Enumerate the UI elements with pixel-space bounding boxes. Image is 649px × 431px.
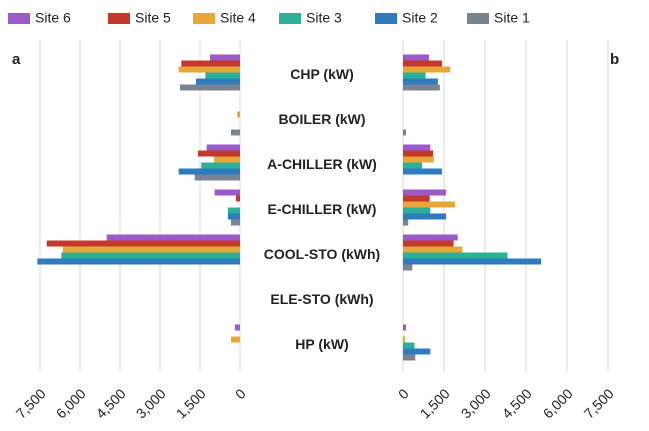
- category-label: COOL-STO (kWh): [264, 246, 380, 262]
- bar: [205, 72, 240, 79]
- bar: [228, 207, 240, 214]
- bar: [403, 162, 423, 169]
- bar: [62, 246, 240, 253]
- bar: [403, 84, 440, 91]
- bar: [214, 189, 240, 196]
- x-tick-label: 0: [395, 385, 412, 402]
- bar: [403, 207, 431, 214]
- bar: [106, 234, 241, 241]
- category-label: ELE-STO (kWh): [270, 291, 373, 307]
- x-tick-label: 7,500: [13, 385, 49, 421]
- bar: [403, 342, 415, 349]
- x-tick-label: 3,000: [133, 385, 169, 421]
- legend-label: Site 5: [135, 10, 171, 26]
- bar: [403, 60, 442, 67]
- bar: [178, 66, 240, 73]
- bar: [178, 168, 240, 175]
- legend-label: Site 6: [35, 10, 71, 26]
- bar: [234, 324, 240, 331]
- bar: [403, 189, 447, 196]
- bar: [403, 213, 447, 220]
- legend-label: Site 3: [306, 10, 342, 26]
- legend-label: Site 4: [220, 10, 256, 26]
- category-label: CHP (kW): [290, 66, 354, 82]
- bar: [403, 264, 413, 271]
- legend-swatch: [8, 13, 30, 24]
- x-tick-label: 4,500: [93, 385, 129, 421]
- legend-swatch: [193, 13, 215, 24]
- bar: [210, 54, 240, 61]
- bar: [403, 168, 442, 175]
- bar: [196, 78, 240, 85]
- legend-swatch: [108, 13, 130, 24]
- category-label: HP (kW): [295, 336, 348, 352]
- bar: [403, 78, 438, 85]
- legend-label: Site 2: [402, 10, 438, 26]
- bar: [230, 336, 240, 343]
- bar: [403, 336, 406, 343]
- bar: [403, 54, 429, 61]
- bar: [403, 324, 407, 331]
- x-tick-label: 1,500: [417, 385, 453, 421]
- bar: [403, 156, 434, 163]
- bar: [236, 195, 240, 202]
- bar: [403, 240, 454, 247]
- bar: [206, 144, 240, 151]
- bar: [61, 252, 241, 259]
- x-tick-label: 0: [232, 385, 249, 402]
- panel-label: a: [12, 51, 21, 68]
- legend-label: Site 1: [494, 10, 530, 26]
- bar: [403, 348, 431, 355]
- bar: [403, 258, 542, 265]
- bar: [181, 60, 240, 67]
- bar: [403, 129, 407, 136]
- bar: [403, 195, 430, 202]
- x-tick-label: 7,500: [581, 385, 617, 421]
- bar: [228, 213, 240, 220]
- x-tick-label: 6,000: [540, 385, 576, 421]
- bar: [230, 219, 240, 226]
- bar: [403, 354, 416, 361]
- bar: [403, 246, 463, 253]
- bar: [403, 201, 455, 208]
- bar: [403, 150, 434, 157]
- bar: [214, 156, 240, 163]
- bar: [403, 219, 409, 226]
- bar: [237, 111, 240, 118]
- bar: [198, 150, 240, 157]
- x-tick-label: 4,500: [499, 385, 535, 421]
- bar: [180, 84, 240, 91]
- bar: [201, 162, 240, 169]
- panel-label: b: [610, 51, 619, 68]
- legend-swatch: [375, 13, 397, 24]
- category-label: A-CHILLER (kW): [267, 156, 377, 172]
- x-tick-label: 6,000: [53, 385, 89, 421]
- bar: [403, 144, 431, 151]
- legend-swatch: [467, 13, 489, 24]
- bar: [230, 129, 240, 136]
- bar: [194, 174, 240, 181]
- x-tick-label: 3,000: [458, 385, 494, 421]
- bar: [37, 258, 241, 265]
- category-label: E-CHILLER (kW): [268, 201, 377, 217]
- bar: [403, 72, 426, 79]
- legend-swatch: [279, 13, 301, 24]
- x-tick-label: 1,500: [173, 385, 209, 421]
- bar: [403, 234, 458, 241]
- bar: [46, 240, 240, 247]
- category-label: BOILER (kW): [278, 111, 365, 127]
- bar: [403, 66, 451, 73]
- bar: [403, 252, 508, 259]
